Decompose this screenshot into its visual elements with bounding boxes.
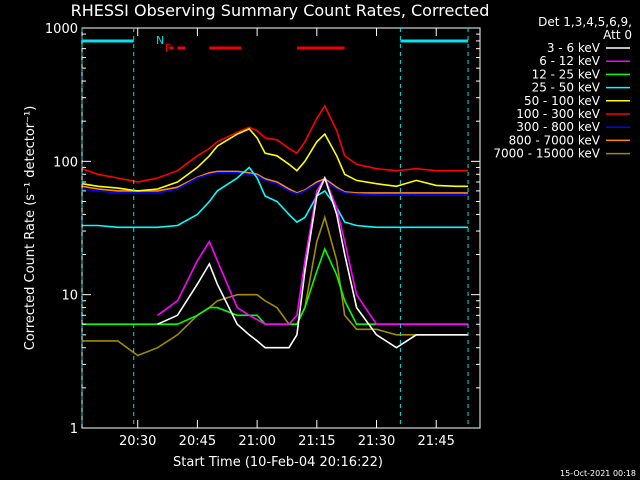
legend-label: 300 - 800 keV (516, 120, 600, 134)
chart-title: RHESSI Observing Summary Count Rates, Co… (71, 1, 490, 20)
flag-marks (81, 28, 469, 428)
legend-label: 6 - 12 keV (539, 54, 601, 68)
series-line-3-6-keV (157, 175, 469, 349)
y-tick-label: 100 (53, 155, 78, 170)
legend-label: 12 - 25 keV (532, 67, 601, 81)
legend-label: 100 - 300 keV (516, 107, 600, 121)
legend-label: 25 - 50 keV (532, 81, 601, 95)
x-tick-label: 20:45 (179, 434, 216, 449)
legend-header-line-1: Det 1,3,4,5,6,9, (538, 15, 632, 29)
series-line-12-25-keV (82, 246, 469, 325)
footer-date: 15-Oct-2021 00:18 (560, 469, 636, 478)
series-line-100-300-keV (81, 104, 469, 183)
series-line-50-100-keV (81, 127, 469, 192)
x-tick-label: 21:00 (238, 434, 275, 449)
axis-ticks: 20:30 20:45 21:00 21:15 21:30 21:45 1 10 100 1000 (45, 22, 480, 449)
flag-label-f: F (165, 42, 171, 55)
series-line-300-800-keV (81, 172, 469, 196)
y-tick-label: 1000 (45, 22, 78, 37)
x-axis-label: Start Time (10-Feb-04 20:16:22) (173, 455, 383, 470)
series-line-7000-15000-keV (82, 214, 469, 357)
x-tick-label: 20:30 (119, 434, 156, 449)
legend-label: 7000 - 15000 keV (493, 147, 600, 161)
legend-label: 50 - 100 keV (524, 94, 601, 108)
x-tick-label: 21:45 (417, 434, 454, 449)
x-tick-label: 21:30 (358, 434, 395, 449)
x-tick-label: 21:15 (298, 434, 335, 449)
series-line-800-7000-keV (81, 170, 469, 194)
series-line-25-50-keV (82, 166, 469, 229)
flag-label-n: N (156, 34, 164, 47)
y-tick-label: 1 (70, 422, 78, 437)
y-axis-label: Corrected Count Rate (s⁻¹ detector⁻¹) (23, 106, 38, 351)
y-tick-label: 10 (61, 289, 78, 304)
legend-header-line-2: Att 0 (603, 28, 632, 42)
legend-label: 800 - 7000 keV (509, 133, 601, 147)
legend-label: 3 - 6 keV (547, 41, 601, 55)
series-line-6-12-keV (157, 176, 469, 325)
